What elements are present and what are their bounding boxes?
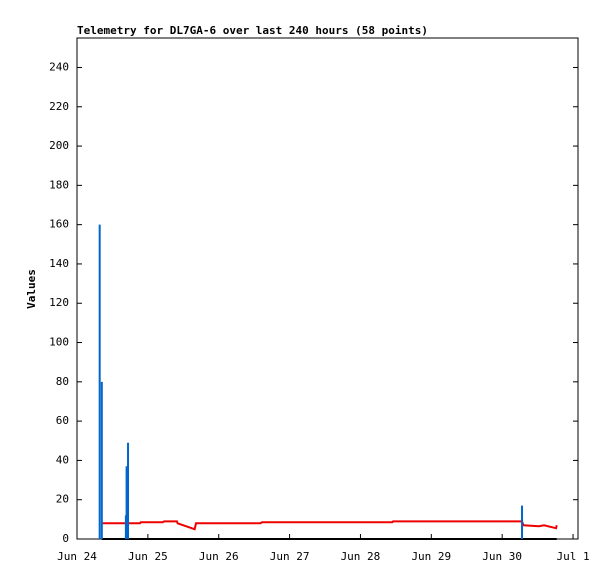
y-tick-label: 140	[49, 257, 69, 270]
y-tick-label: 20	[56, 493, 69, 506]
y-axis-label: Values	[25, 269, 38, 309]
y-tick-label: 200	[49, 139, 69, 152]
chart-title: Telemetry for DL7GA-6 over last 240 hour…	[77, 24, 428, 37]
y-tick-label: 220	[49, 100, 69, 113]
series-line	[101, 520, 558, 531]
x-tick-label: Jun 28	[341, 550, 381, 563]
y-tick-label: 0	[62, 532, 69, 545]
x-tick-label: Jun 24	[57, 550, 97, 563]
y-tick-label: 240	[49, 60, 69, 73]
x-tick-label: Jul 1	[556, 550, 589, 563]
y-tick-label: 100	[49, 336, 69, 349]
y-tick-label: 60	[56, 414, 69, 427]
x-tick-label: Jun 25	[128, 550, 168, 563]
y-tick-label: 80	[56, 375, 69, 388]
y-tick-label: 40	[56, 453, 69, 466]
x-tick-label: Jun 29	[411, 550, 451, 563]
y-tick-label: 160	[49, 218, 69, 231]
x-tick-label: Jun 30	[482, 550, 522, 563]
y-tick-label: 120	[49, 296, 69, 309]
y-tick-label: 180	[49, 178, 69, 191]
x-tick-label: Jun 27	[270, 550, 310, 563]
x-tick-label: Jun 26	[199, 550, 239, 563]
